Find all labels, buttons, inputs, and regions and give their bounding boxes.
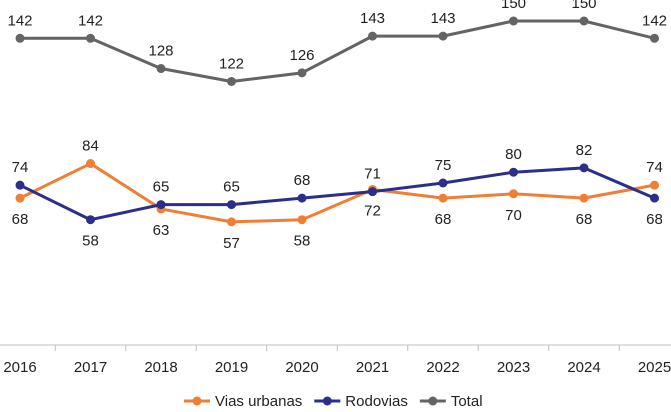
x-tick-label: 2016 — [3, 359, 36, 376]
x-tick-label: 2019 — [215, 359, 248, 376]
data-point-rodovias — [579, 163, 589, 173]
data-point-total — [438, 31, 448, 41]
series-layer — [15, 16, 659, 227]
data-label-total: 142 — [7, 12, 32, 29]
x-tick-label: 2023 — [497, 359, 530, 376]
data-label-vias-urbanas: 72 — [364, 202, 381, 219]
data-label-rodovias: 65 — [153, 179, 170, 196]
data-label-vias-urbanas: 74 — [646, 159, 663, 176]
legend-item-vias-urbanas: Vias urbanas — [184, 393, 302, 410]
x-tick-label: 2024 — [567, 359, 600, 376]
data-point-vias-urbanas — [438, 193, 448, 203]
legend-swatch-marker — [322, 396, 332, 406]
data-label-vias-urbanas: 68 — [576, 211, 593, 228]
data-labels: 68 84 63 57 58 72 68 70 68 74 74 58 65 65 68 71 75 80 82 68… — [7, 0, 667, 252]
data-label-total: 128 — [148, 43, 173, 60]
data-point-rodovias — [438, 178, 448, 188]
series-line-total — [18, 19, 656, 83]
data-point-total — [15, 33, 25, 43]
data-point-vias-urbanas — [297, 215, 307, 225]
data-label-vias-urbanas: 57 — [223, 235, 240, 252]
data-point-rodovias — [156, 200, 166, 210]
data-label-rodovias: 71 — [364, 166, 381, 183]
data-point-total — [86, 33, 95, 43]
data-point-rodovias — [297, 193, 307, 203]
series-line-rodovias — [18, 166, 656, 222]
data-point-vias-urbanas — [579, 193, 589, 203]
legend-label: Vias urbanas — [215, 393, 302, 410]
data-point-total — [297, 68, 307, 78]
data-point-total — [509, 16, 518, 26]
data-label-total: 122 — [219, 55, 244, 72]
x-tick-label: 2021 — [356, 359, 389, 376]
data-label-rodovias: 74 — [12, 159, 29, 176]
data-label-vias-urbanas: 68 — [435, 211, 452, 228]
data-label-rodovias: 80 — [505, 146, 522, 163]
legend-item-total: Total — [419, 393, 483, 410]
data-label-total: 142 — [78, 12, 103, 29]
data-label-total: 150 — [571, 0, 596, 12]
data-label-rodovias: 68 — [646, 211, 663, 228]
data-point-total — [650, 33, 659, 43]
data-point-rodovias — [86, 215, 95, 225]
data-label-total: 143 — [430, 10, 455, 27]
x-tick-label: 2018 — [144, 359, 177, 376]
legend-swatch-marker — [428, 396, 438, 406]
legend-label: Total — [451, 393, 483, 410]
x-tick-label: 2022 — [426, 359, 459, 376]
data-label-vias-urbanas: 63 — [153, 222, 170, 239]
data-point-rodovias — [650, 193, 659, 203]
x-tick-label: 2020 — [285, 359, 318, 376]
data-label-total: 126 — [289, 47, 314, 64]
data-point-rodovias — [368, 187, 377, 197]
data-label-rodovias: 65 — [223, 179, 240, 196]
data-label-rodovias: 58 — [82, 233, 99, 250]
data-label-rodovias: 82 — [576, 142, 593, 159]
legend-label: Rodovias — [345, 393, 408, 410]
series-line-vias-urbanas — [18, 162, 656, 224]
data-label-total: 142 — [642, 12, 667, 29]
data-point-total — [579, 16, 589, 26]
data-label-total: 150 — [501, 0, 526, 12]
data-label-total: 143 — [360, 10, 385, 27]
data-point-total — [156, 64, 166, 74]
data-point-vias-urbanas — [509, 189, 518, 199]
data-point-rodovias — [227, 200, 236, 210]
data-point-rodovias — [15, 180, 25, 190]
data-point-vias-urbanas — [650, 180, 659, 190]
data-label-rodovias: 68 — [294, 172, 311, 189]
data-label-vias-urbanas: 68 — [12, 211, 29, 228]
data-label-vias-urbanas: 58 — [294, 233, 311, 250]
legend-item-rodovias: Rodovias — [314, 393, 408, 410]
data-label-rodovias: 75 — [435, 157, 452, 174]
legend-swatch-marker — [192, 396, 202, 406]
data-point-total — [368, 31, 377, 41]
data-label-vias-urbanas: 84 — [82, 138, 99, 155]
data-point-vias-urbanas — [15, 193, 25, 203]
data-point-vias-urbanas — [86, 159, 95, 169]
data-label-vias-urbanas: 70 — [505, 207, 522, 224]
x-tick-label: 2017 — [74, 359, 107, 376]
data-point-total — [227, 76, 236, 86]
data-point-rodovias — [509, 167, 518, 177]
legend: Vias urbanas Rodovias Total — [184, 393, 483, 410]
x-tick-label: 2025 — [638, 359, 671, 376]
x-axis: 2016 2017 2018 2019 2020 2021 2022 2023 2024 2025 — [0, 344, 671, 376]
data-point-vias-urbanas — [227, 217, 236, 227]
